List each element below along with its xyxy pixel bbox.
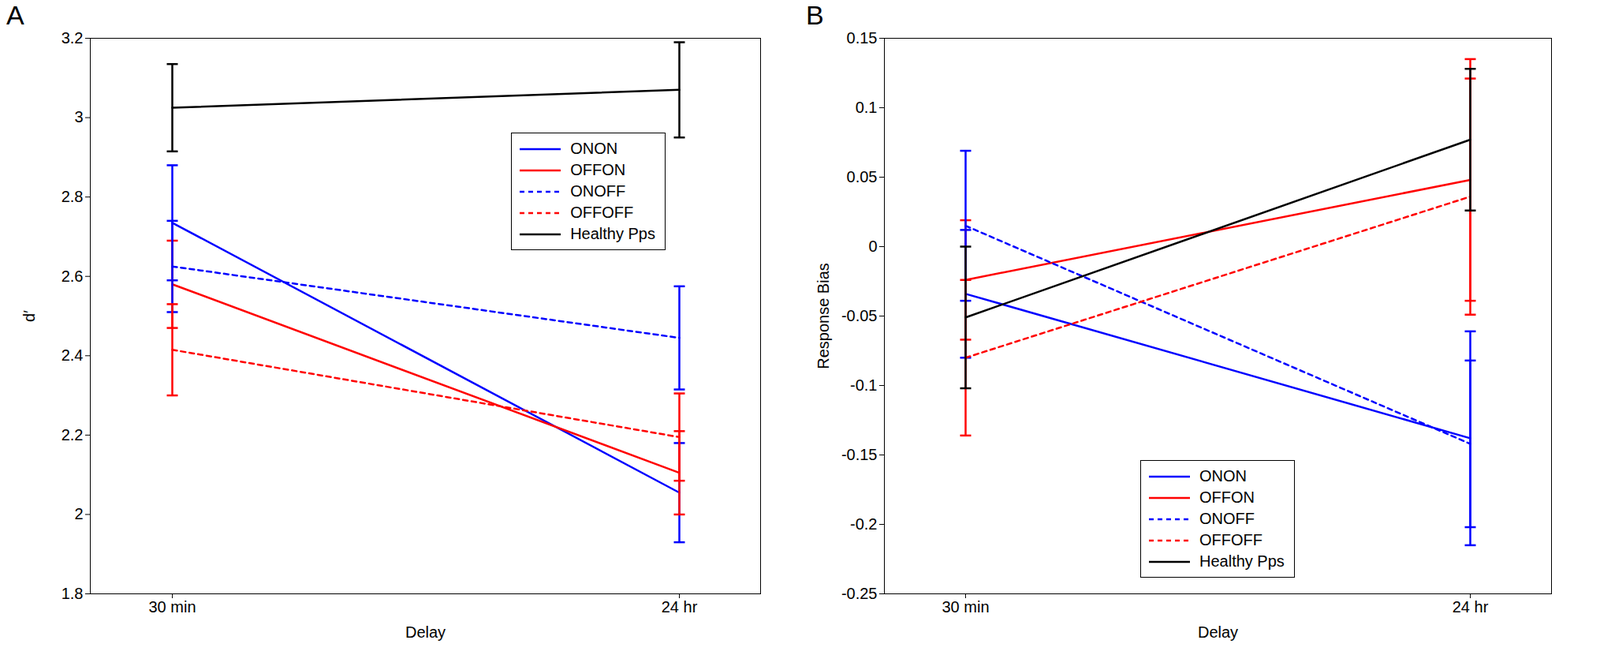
svg-text:2.2: 2.2 [61, 425, 84, 444]
svg-text:3.2: 3.2 [61, 29, 84, 47]
svg-text:30 min: 30 min [941, 597, 989, 616]
svg-text:d′: d′ [20, 309, 38, 322]
svg-text:-0.15: -0.15 [841, 445, 878, 463]
html-text:OFFOFF: OFFOFF [1199, 530, 1263, 549]
html-text:A: A [6, 0, 25, 30]
svg-text:-0.2: -0.2 [850, 514, 877, 533]
svg-text:1.8: 1.8 [61, 584, 84, 602]
svg-text:2: 2 [74, 504, 83, 523]
svg-text:2.8: 2.8 [61, 187, 84, 206]
svg-text:24 hr: 24 hr [661, 597, 698, 616]
html-text:B: B [805, 0, 824, 30]
html-text:OFFON: OFFON [570, 160, 626, 179]
html-text:ONON: ONON [570, 139, 618, 157]
svg-text:3: 3 [74, 108, 83, 126]
svg-text:0: 0 [868, 237, 877, 255]
svg-text:Response Bias: Response Bias [814, 262, 832, 370]
svg-text:2.4: 2.4 [61, 346, 84, 364]
svg-text:Delay: Delay [1197, 622, 1239, 641]
html-text:OFFON: OFFON [1199, 488, 1255, 506]
html-text:Healthy Pps: Healthy Pps [570, 224, 656, 243]
svg-text:-0.05: -0.05 [841, 306, 878, 325]
svg-text:0.05: 0.05 [846, 167, 878, 186]
html-text:ONON: ONON [1199, 466, 1247, 485]
svg-text:0.15: 0.15 [846, 29, 878, 47]
html-text:ONOFF: ONOFF [570, 182, 626, 200]
html-text:ONOFF: ONOFF [1199, 509, 1255, 527]
svg-text:Delay: Delay [405, 622, 446, 641]
svg-text:30 min: 30 min [148, 597, 196, 616]
svg-text:24 hr: 24 hr [1452, 597, 1489, 616]
svg-text:-0.1: -0.1 [850, 376, 877, 394]
svg-text:2.6: 2.6 [61, 267, 84, 285]
html-text:Healthy Pps: Healthy Pps [1199, 551, 1285, 570]
html-text:OFFOFF: OFFOFF [570, 203, 634, 221]
svg-text:0.1: 0.1 [855, 98, 878, 116]
svg-text:-0.25: -0.25 [841, 584, 878, 602]
